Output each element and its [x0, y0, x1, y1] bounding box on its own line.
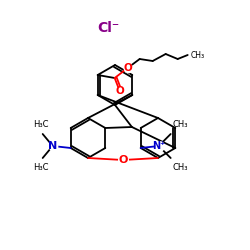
- Text: O: O: [118, 155, 128, 165]
- Text: O: O: [123, 63, 132, 73]
- Text: Cl⁻: Cl⁻: [97, 21, 119, 35]
- Text: CH₃: CH₃: [173, 120, 188, 129]
- Text: O: O: [115, 86, 124, 96]
- Text: N⁺: N⁺: [152, 141, 165, 151]
- Text: N: N: [48, 141, 57, 151]
- Text: H₃C: H₃C: [33, 163, 48, 172]
- Text: CH₃: CH₃: [191, 50, 205, 59]
- Text: H₃C: H₃C: [33, 120, 48, 129]
- Text: CH₃: CH₃: [173, 163, 188, 172]
